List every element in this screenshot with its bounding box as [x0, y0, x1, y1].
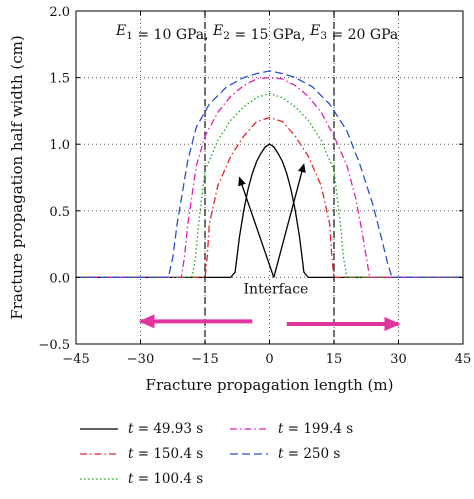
legend-label-2: t = 100.4 s [128, 471, 203, 487]
y-tick-label: −0.5 [38, 338, 70, 353]
series-line-1 [76, 116, 463, 279]
x-tick-label: −45 [62, 352, 89, 367]
y-tick-label: 2.0 [49, 5, 70, 20]
y-tick-label: 1.0 [49, 138, 70, 153]
x-tick-label: 45 [455, 352, 472, 367]
legend-label-0: t = 49.93 s [128, 421, 203, 437]
series-line-4 [76, 70, 463, 279]
series-line-0 [76, 143, 463, 279]
legend-label-3: t = 199.4 s [278, 421, 353, 437]
interface-lines [204, 11, 335, 344]
x-axis-title: Fracture propagation length (m) [146, 376, 394, 394]
y-axis-title: Fracture propagation half width (cm) [8, 35, 26, 319]
x-tick-label: −15 [191, 352, 218, 367]
interface-label: Interface [244, 281, 309, 297]
legend-label-1: t = 150.4 s [128, 446, 203, 462]
x-tick-label: 0 [265, 352, 273, 367]
ticks: −45 −30 −15 0 15 30 45 −0.5 0.0 0.5 1.0 1.5 2.0 [38, 5, 471, 367]
y-tick-label: 1.5 [49, 72, 70, 87]
y-tick-label: 0.5 [49, 205, 70, 220]
legend-label-4: t = 250 s [278, 446, 340, 462]
interface-arrow [273, 163, 306, 278]
interface-arrow [238, 176, 275, 278]
series-line-3 [76, 76, 463, 279]
y-tick-label: 0.0 [49, 271, 70, 286]
moduli-annotation: E1 = 10 GPa, E2 = 15 GPa, E3 = 20 GPa [115, 23, 398, 43]
series-line-2 [76, 92, 463, 279]
x-tick-label: 15 [326, 352, 343, 367]
x-tick-label: −30 [127, 352, 154, 367]
x-tick-label: 30 [390, 352, 407, 367]
series-layer [76, 70, 463, 279]
legend: t = 49.93 s t = 199.4 s t = 150.4 s t = 250… [80, 421, 353, 487]
annotations: E1 = 10 GPa, E2 = 15 GPa, E3 = 20 GPa In… [115, 23, 401, 332]
